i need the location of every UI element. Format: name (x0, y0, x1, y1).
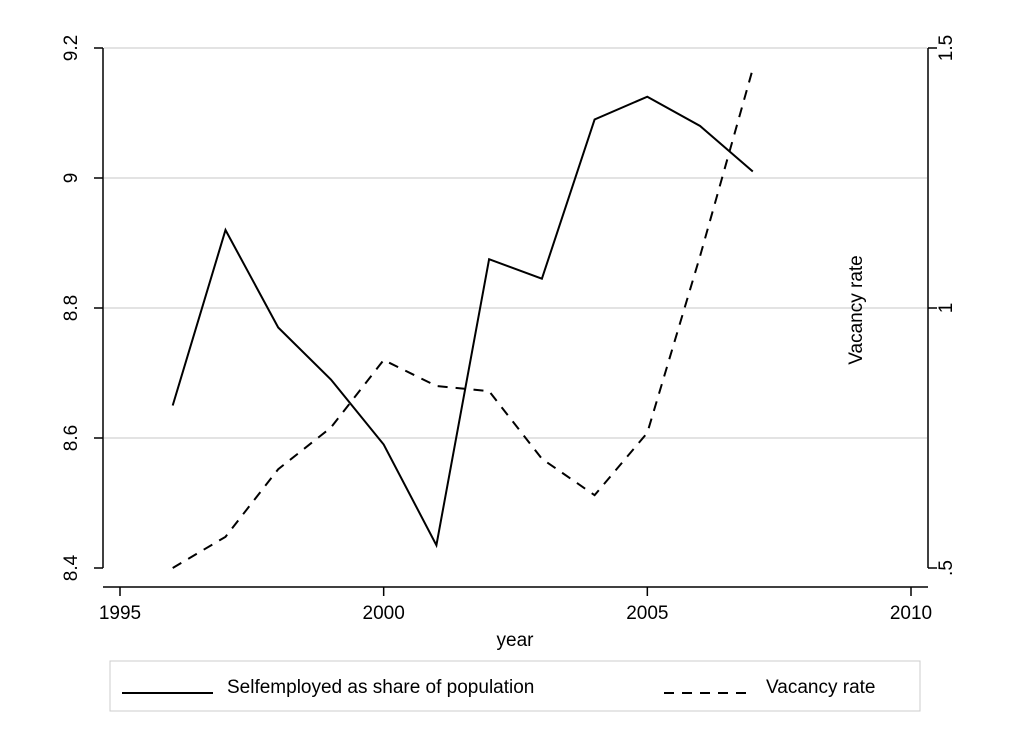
right-y-axis-label: Vacancy rate (846, 255, 867, 364)
series-lines (171, 68, 754, 569)
legend: Selfemployed as share of population Vaca… (109, 660, 921, 712)
tick-marks-and-labels: 8.4 8.6 8.8 9 9.2 .5 1 1.5 1995 2000 2005 2010 (61, 35, 957, 624)
x-tick-label: 1995 (99, 603, 141, 624)
y2-tick-label: .5 (936, 560, 957, 576)
y-tick-label: 9 (61, 173, 82, 184)
y-tick-label: 8.4 (61, 554, 82, 581)
y-tick-label: 9.2 (61, 35, 82, 61)
y2-tick-label: 1.5 (936, 35, 957, 61)
legend-box (109, 660, 921, 712)
y-tick-label: 8.8 (61, 295, 82, 321)
y-tick-label: 8.6 (61, 425, 82, 451)
x-axis-label: year (497, 630, 535, 651)
legend-label-vacancy-rate: Vacancy rate (766, 677, 875, 698)
x-tick-label: 2005 (626, 603, 668, 624)
series-line-vacancy-rate (172, 68, 754, 569)
legend-label-selfemployed: Selfemployed as share of population (227, 677, 534, 698)
x-tick-label: 2000 (363, 603, 405, 624)
series-line-selfemployed (171, 95, 754, 549)
gridlines (104, 47, 927, 439)
x-tick-label: 2010 (890, 603, 932, 624)
y2-tick-label: 1 (936, 303, 957, 314)
